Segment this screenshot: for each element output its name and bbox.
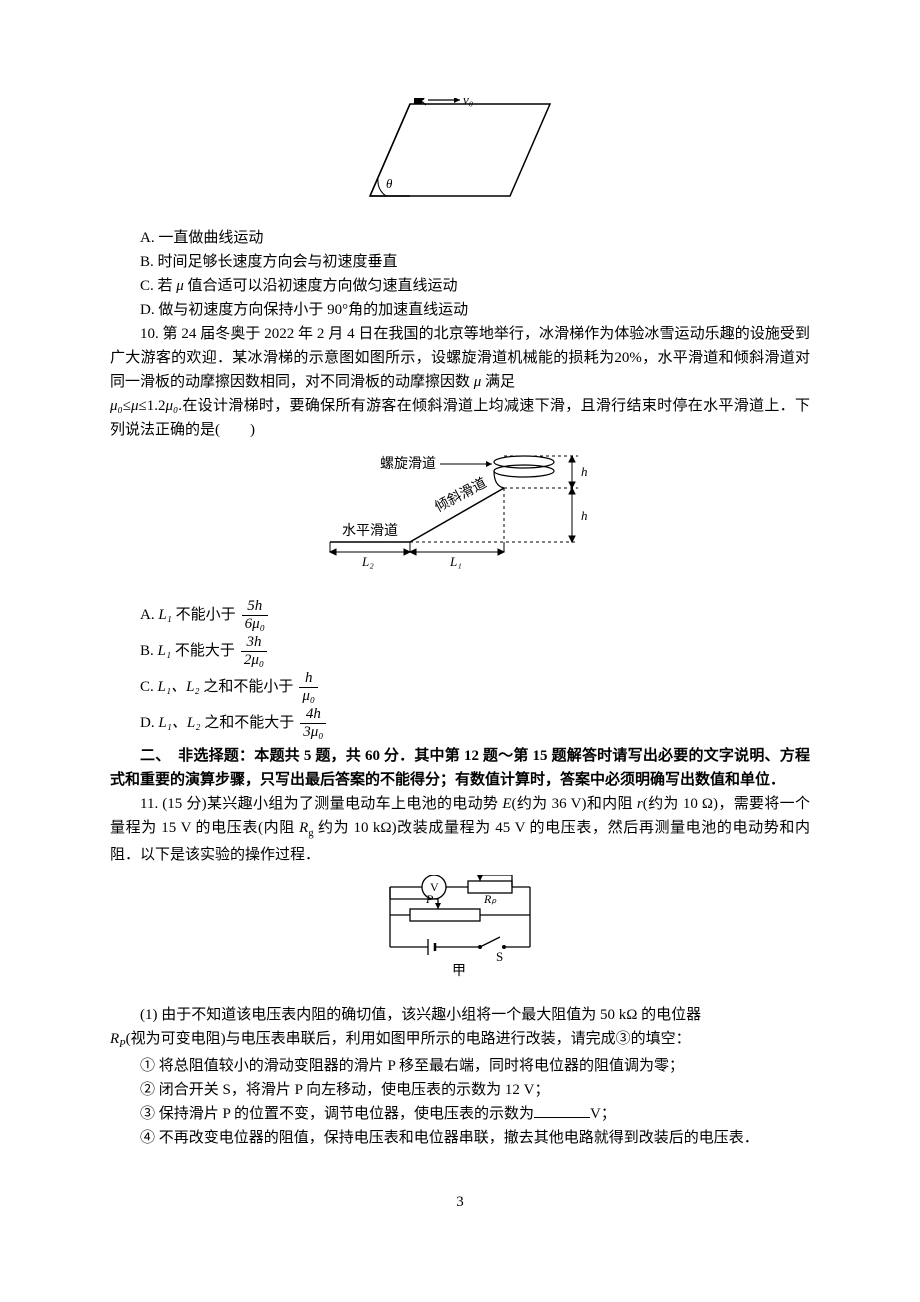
q10-option-a: A. L₁ 不能小于 5h6μ₀ xyxy=(110,598,810,632)
q11-sub2: ② 闭合开关 S，将滑片 P 向左移动，使电压表的示数为 12 V； xyxy=(110,1078,810,1102)
blank-input[interactable] xyxy=(534,1102,590,1118)
theta-label: θ xyxy=(386,176,393,191)
page-number: 3 xyxy=(110,1190,810,1214)
q9-option-d: D. 做与初速度方向保持小于 90°角的加速直线运动 xyxy=(110,298,810,322)
q10-option-c: C. L₁、L₂ 之和不能小于 hμ₀ xyxy=(110,670,810,704)
fig-q9: θ v₀ xyxy=(110,98,810,216)
q9-option-b: B. 时间足够长速度方向会与初速度垂直 xyxy=(110,250,810,274)
q9-option-c: C. 若 μ 值合适可以沿初速度方向做匀速直线运动 xyxy=(110,274,810,298)
q11-sub3: ③ 保持滑片 P 的位置不变，调节电位器，使电压表的示数为V； xyxy=(110,1102,810,1126)
q10-option-d: D. L₁、L₂ 之和不能大于 4h3μ₀ xyxy=(110,706,810,740)
q11-intro: 11. (15 分)某兴趣小组为了测量电动车上电池的电动势 E(约为 36 V)… xyxy=(110,792,810,867)
svg-text:S: S xyxy=(496,949,503,964)
svg-text:水平滑道: 水平滑道 xyxy=(342,522,398,539)
fig-q11: V P Rₚ S 甲 xyxy=(110,875,810,993)
svg-text:螺旋滑道: 螺旋滑道 xyxy=(380,455,436,472)
v0-label: v₀ xyxy=(463,98,473,107)
svg-text:L₂: L₂ xyxy=(361,554,374,569)
q11-sub1: ① 将总阻值较小的滑动变阻器的滑片 P 移至最右端，同时将电位器的阻值调为零； xyxy=(110,1054,810,1078)
svg-text:Rₚ: Rₚ xyxy=(483,892,497,906)
q9-option-a: A. 一直做曲线运动 xyxy=(110,226,810,250)
q10-intro-2: μ₀≤μ≤1.2μ₀.在设计滑梯时，要确保所有游客在倾斜滑道上均减速下滑，且滑行… xyxy=(110,394,810,442)
svg-text:h: h xyxy=(581,464,588,479)
svg-text:倾斜滑道: 倾斜滑道 xyxy=(432,474,489,515)
fig-q10: h h 螺旋滑道 倾斜滑道 水平滑道 L₂ L₁ xyxy=(110,450,810,588)
q10-option-b: B. L₁ 不能大于 3h2μ₀ xyxy=(110,634,810,668)
svg-text:L₁: L₁ xyxy=(449,554,462,569)
section2-heading: 二、 非选择题：本题共 5 题，共 60 分．其中第 12 题～第 15 题解答… xyxy=(110,744,810,792)
q11-step1: (1) 由于不知道该电压表内阻的确切值，该兴趣小组将一个最大阻值为 50 kΩ … xyxy=(110,1003,810,1027)
svg-text:h: h xyxy=(581,508,588,523)
svg-text:P: P xyxy=(425,892,434,906)
q11-sub4: ④ 不再改变电位器的阻值，保持电压表和电位器串联，撤去其他电路就得到改装后的电压… xyxy=(110,1126,810,1150)
q10-intro: 10. 第 24 届冬奥于 2022 年 2 月 4 日在我国的北京等地举行，冰… xyxy=(110,322,810,394)
q11-step1b: RP(视为可变电阻)与电压表串联后，利用如图甲所示的电路进行改装，请完成③的填空… xyxy=(110,1027,810,1054)
svg-text:甲: 甲 xyxy=(452,964,466,979)
